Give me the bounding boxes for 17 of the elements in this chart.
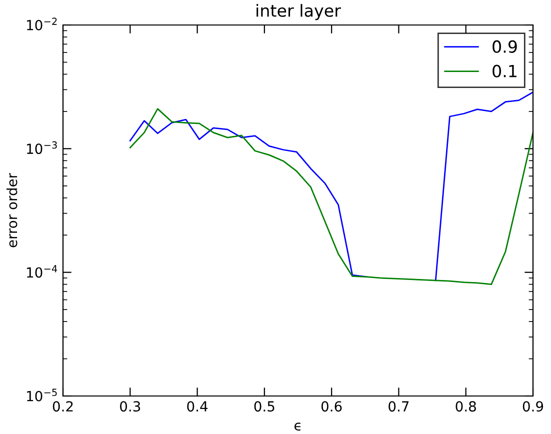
x-tick-label: 0.2 <box>52 401 73 412</box>
y-tick-label: 10$^{−5}$ <box>27 388 57 402</box>
x-axis-title: ϵ <box>294 422 300 431</box>
x-tick-label: 0.6 <box>321 401 342 412</box>
y-tick-label: 10$^{−2}$ <box>27 18 57 30</box>
legend-label: 0.9 <box>492 40 517 53</box>
y-tick-label: 10$^{−3}$ <box>27 141 57 154</box>
chart-title: inter layer <box>256 4 341 20</box>
x-tick-label: 0.4 <box>187 401 208 412</box>
y-tick-label: 10$^{−4}$ <box>27 265 58 278</box>
x-tick-label: 0.7 <box>388 401 409 412</box>
x-tick-label: 0.8 <box>456 401 476 412</box>
x-tick-label: 0.3 <box>120 401 140 412</box>
x-tick-label: 0.9 <box>522 401 544 412</box>
y-axis-title: error order <box>6 172 18 248</box>
x-tick-label: 0.5 <box>254 401 274 412</box>
legend-label: 0.1 <box>492 64 516 78</box>
